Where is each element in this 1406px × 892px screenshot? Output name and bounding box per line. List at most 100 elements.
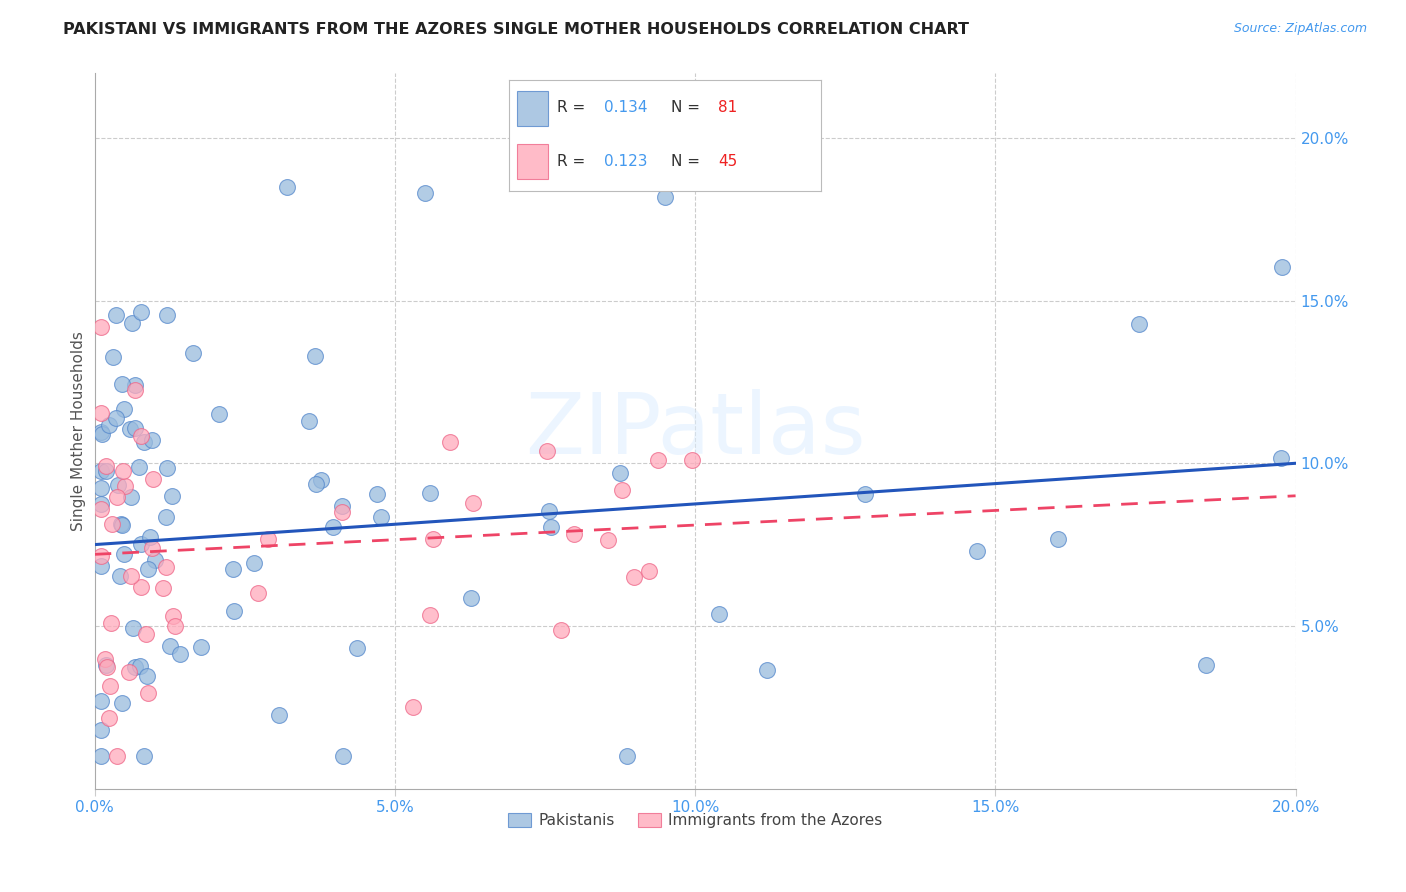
Point xyxy=(143,552,166,566)
Point xyxy=(107,477,129,491)
Point xyxy=(269,708,291,723)
Point xyxy=(460,591,482,606)
Point xyxy=(136,562,159,576)
Point xyxy=(309,474,332,488)
Point xyxy=(90,558,112,573)
Point xyxy=(100,616,122,631)
Point xyxy=(142,472,165,486)
Point xyxy=(110,569,132,583)
Point xyxy=(297,414,319,428)
Point xyxy=(461,496,484,510)
Point xyxy=(111,518,134,533)
Point xyxy=(91,426,114,441)
Point xyxy=(155,560,177,574)
Point xyxy=(101,350,124,364)
Point xyxy=(111,696,134,710)
Legend: Pakistanis, Immigrants from the Azores: Pakistanis, Immigrants from the Azores xyxy=(502,807,889,835)
Point xyxy=(104,410,127,425)
Point xyxy=(118,422,141,436)
Point xyxy=(370,509,392,524)
Y-axis label: Single Mother Households: Single Mother Households xyxy=(72,331,86,531)
Point xyxy=(124,383,146,397)
Point xyxy=(422,533,444,547)
Point xyxy=(616,749,638,764)
Point xyxy=(101,516,124,531)
Point xyxy=(1271,260,1294,274)
Point xyxy=(1270,451,1292,466)
Point xyxy=(304,349,326,363)
Point xyxy=(105,308,128,322)
Point xyxy=(322,520,344,534)
Point xyxy=(346,640,368,655)
Point xyxy=(654,189,676,203)
Point xyxy=(152,581,174,595)
Point xyxy=(681,452,703,467)
Point xyxy=(538,504,561,518)
Point xyxy=(96,458,118,473)
Point xyxy=(98,418,121,433)
Point xyxy=(105,749,128,764)
Point xyxy=(222,562,245,576)
Point xyxy=(94,464,117,478)
Point xyxy=(134,749,156,764)
Point xyxy=(90,502,112,516)
Text: Source: ZipAtlas.com: Source: ZipAtlas.com xyxy=(1233,22,1367,36)
Point xyxy=(136,686,159,700)
Point xyxy=(402,699,425,714)
Point xyxy=(129,659,152,673)
Point xyxy=(707,607,730,621)
Point xyxy=(90,497,112,511)
Point xyxy=(90,723,112,738)
Point xyxy=(129,537,152,551)
Point xyxy=(90,425,112,439)
Point xyxy=(111,377,134,392)
Point xyxy=(90,481,112,495)
Point xyxy=(97,711,120,725)
Point xyxy=(276,179,298,194)
Point xyxy=(105,490,128,504)
Point xyxy=(853,487,876,501)
Point xyxy=(90,749,112,764)
Point xyxy=(756,663,779,677)
Point xyxy=(159,639,181,653)
Point xyxy=(118,665,141,680)
Point xyxy=(114,479,136,493)
Point xyxy=(129,580,152,594)
Point xyxy=(128,460,150,475)
Point xyxy=(169,647,191,661)
Point xyxy=(162,608,184,623)
Point xyxy=(550,624,572,638)
Point xyxy=(160,489,183,503)
Point xyxy=(330,499,353,513)
Point xyxy=(132,435,155,450)
Point xyxy=(135,626,157,640)
Point xyxy=(181,345,204,359)
Point xyxy=(124,421,146,435)
Text: ZIPatlas: ZIPatlas xyxy=(524,389,865,472)
Point xyxy=(155,509,177,524)
Point xyxy=(165,618,187,632)
Point xyxy=(156,460,179,475)
Point xyxy=(136,669,159,683)
Point xyxy=(124,659,146,673)
Point xyxy=(638,564,661,578)
Text: PAKISTANI VS IMMIGRANTS FROM THE AZORES SINGLE MOTHER HOUSEHOLDS CORRELATION CHA: PAKISTANI VS IMMIGRANTS FROM THE AZORES … xyxy=(63,22,969,37)
Point xyxy=(243,556,266,570)
Point xyxy=(121,621,143,635)
Point xyxy=(90,549,112,563)
Point xyxy=(540,520,562,534)
Point xyxy=(413,186,436,201)
Point xyxy=(124,377,146,392)
Point xyxy=(90,694,112,708)
Point xyxy=(90,464,112,478)
Point xyxy=(112,401,135,416)
Point xyxy=(439,435,461,450)
Point xyxy=(304,477,326,491)
Point xyxy=(366,487,388,501)
Point xyxy=(332,749,354,764)
Point xyxy=(120,568,142,582)
Point xyxy=(1194,657,1216,672)
Point xyxy=(141,541,163,555)
Point xyxy=(112,547,135,561)
Point xyxy=(94,652,117,666)
